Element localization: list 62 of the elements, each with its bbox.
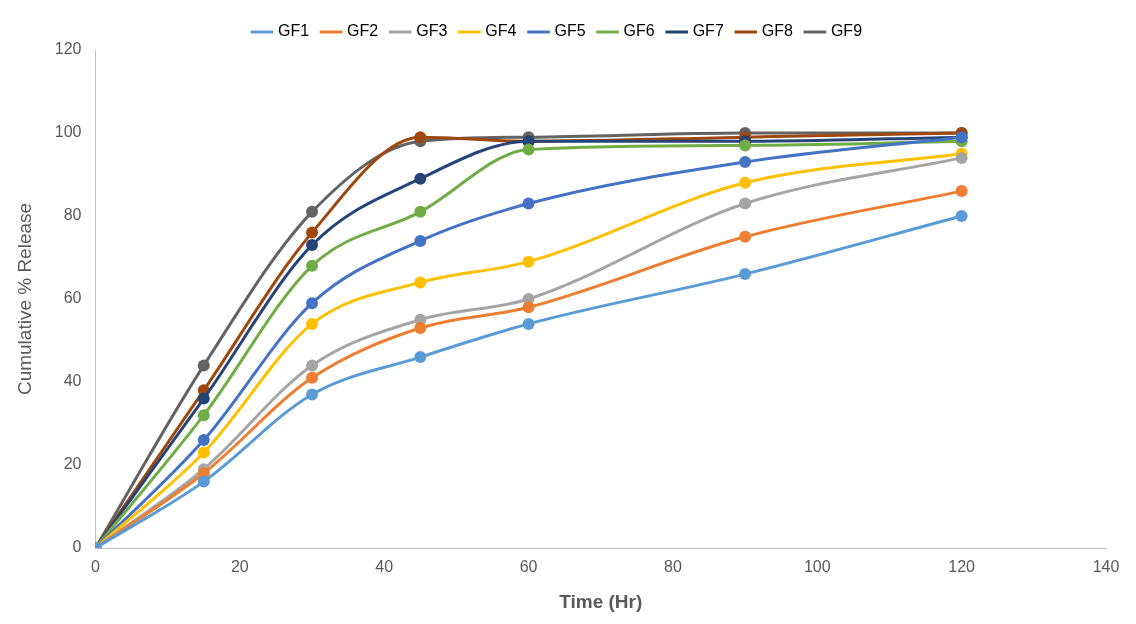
- legend-label: GF5: [554, 22, 586, 40]
- point: [739, 197, 752, 210]
- y-tick-label: 20: [63, 455, 82, 473]
- point: [306, 359, 319, 372]
- point: [522, 255, 535, 268]
- y-tick-label: 120: [54, 40, 82, 58]
- legend-label: GF8: [761, 22, 794, 40]
- legend-label: GF3: [416, 22, 448, 40]
- point: [306, 297, 319, 310]
- point: [197, 446, 210, 459]
- point: [306, 371, 319, 384]
- point: [739, 268, 752, 281]
- x-tick-label: 60: [519, 558, 538, 576]
- point: [197, 409, 210, 422]
- point: [739, 230, 752, 243]
- point: [414, 205, 427, 218]
- point: [739, 176, 752, 189]
- point: [414, 322, 427, 335]
- point: [306, 239, 319, 252]
- point: [739, 156, 752, 169]
- point: [522, 197, 535, 210]
- y-tick-label: 80: [63, 206, 82, 224]
- point: [197, 475, 210, 488]
- x-tick-label: 80: [664, 558, 682, 576]
- point: [197, 392, 210, 405]
- x-tick-label: 40: [375, 558, 394, 576]
- point: [955, 185, 968, 198]
- x-tick-label: 0: [91, 558, 101, 576]
- point: [414, 131, 427, 144]
- point: [522, 143, 535, 156]
- point: [414, 351, 427, 364]
- point: [306, 259, 319, 272]
- y-tick-label: 100: [54, 123, 82, 141]
- point: [955, 151, 968, 164]
- point: [955, 210, 968, 222]
- x-tick-label: 100: [803, 558, 831, 576]
- legend-label: GF7: [692, 22, 724, 40]
- point: [306, 226, 319, 239]
- legend-label: GF6: [623, 22, 655, 40]
- legend-label: GF4: [485, 22, 517, 40]
- x-tick-label: 20: [230, 558, 249, 576]
- legend-label: GF2: [347, 22, 379, 40]
- y-tick-label: 40: [63, 372, 82, 390]
- point: [522, 317, 535, 330]
- point: [306, 388, 319, 401]
- point: [739, 139, 752, 152]
- point: [414, 172, 427, 185]
- point: [522, 301, 535, 314]
- legend-label: GF1: [277, 22, 310, 40]
- x-axis-title: Time (Hr): [559, 590, 643, 612]
- y-tick-label: 0: [72, 538, 82, 556]
- x-tick-label: 120: [948, 558, 976, 576]
- point: [414, 234, 427, 247]
- point: [306, 205, 319, 218]
- y-tick-label: 60: [63, 289, 82, 307]
- x-tick-label: 140: [1092, 558, 1120, 576]
- point: [197, 359, 210, 372]
- point: [197, 434, 210, 447]
- point: [414, 276, 427, 289]
- point: [306, 317, 319, 330]
- y-axis-title: Cumulative % Release: [13, 202, 35, 396]
- legend-label: GF9: [830, 22, 863, 40]
